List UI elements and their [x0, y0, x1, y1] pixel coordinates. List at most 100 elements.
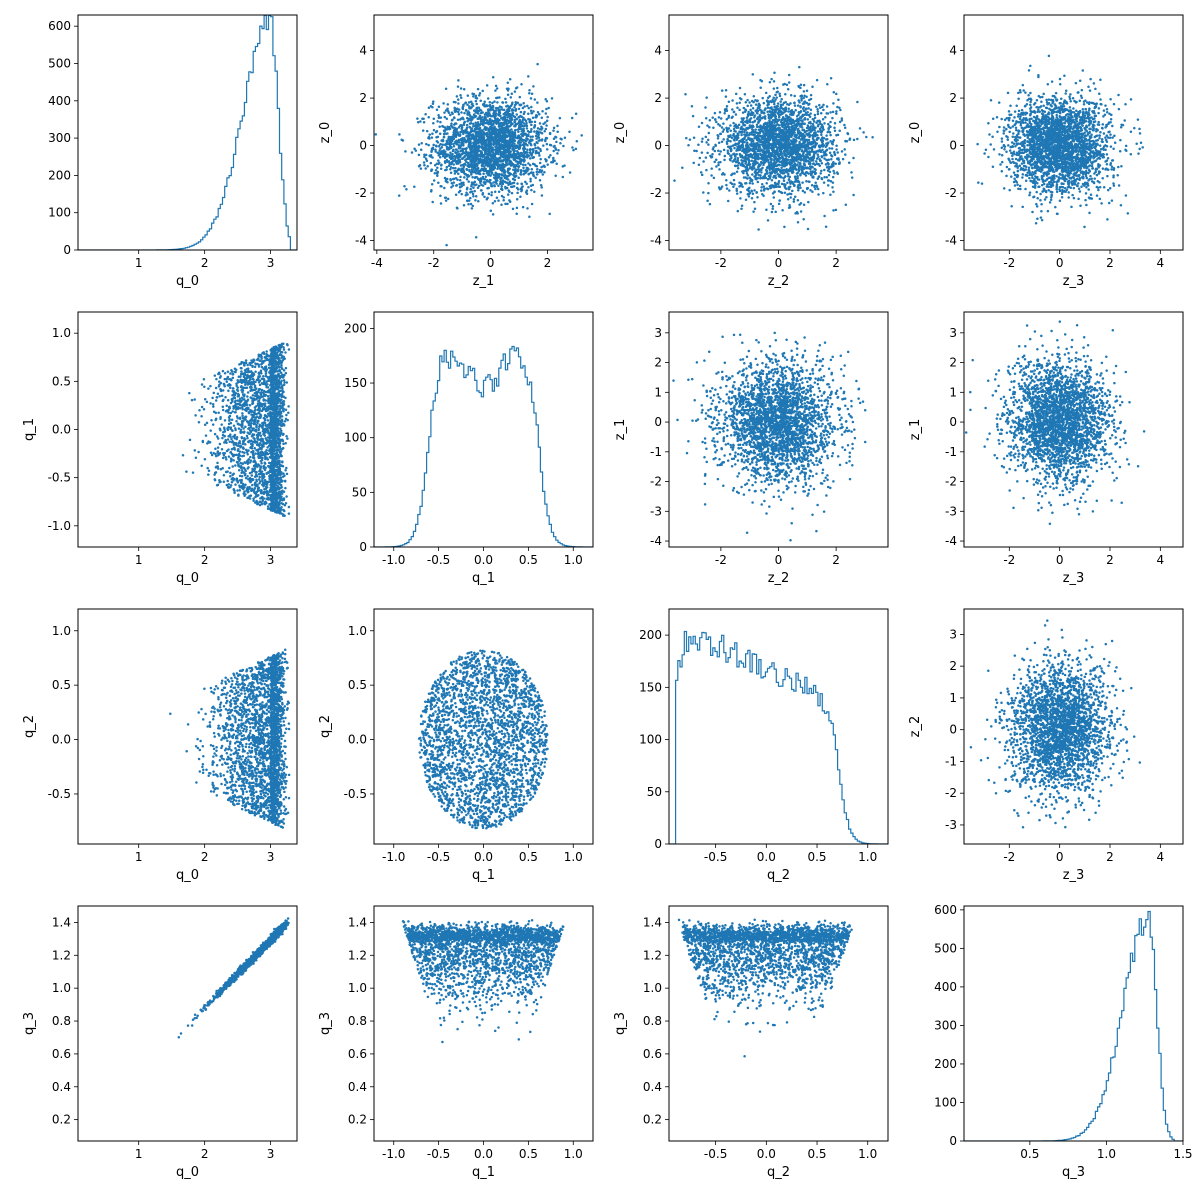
scatter-point [470, 185, 473, 188]
scatter-point [809, 134, 812, 137]
scatter-point [436, 172, 439, 175]
scatter-point [702, 160, 705, 163]
scatter-point [781, 119, 784, 122]
scatter-point [469, 197, 472, 200]
scatter-point [733, 130, 736, 133]
scatter-point [522, 169, 525, 172]
scatter-point [474, 128, 477, 131]
scatter-point [559, 117, 562, 120]
scatter-point [705, 117, 708, 120]
scatter-point [829, 140, 832, 143]
scatter-point [510, 155, 513, 158]
scatter-point [510, 128, 513, 131]
scatter-point [458, 134, 461, 137]
scatter-point [416, 117, 419, 120]
scatter-point [516, 155, 519, 158]
scatter-point [829, 193, 832, 196]
scatter-point [836, 151, 839, 154]
scatter-point [844, 153, 847, 156]
plot-area [673, 66, 874, 231]
scatter-point [773, 190, 776, 193]
scatter-point [521, 188, 524, 191]
scatter-point [715, 159, 718, 162]
scatter-point [466, 199, 469, 202]
scatter-point [526, 144, 529, 147]
scatter-point [716, 134, 719, 137]
scatter-point [807, 228, 810, 231]
scatter-point [825, 138, 828, 141]
scatter-point [449, 147, 452, 150]
scatter-point [515, 169, 518, 172]
scatter-point [516, 160, 519, 163]
scatter-point [563, 164, 566, 167]
scatter-point [419, 120, 422, 123]
scatter-point [746, 99, 749, 102]
scatter-point [465, 109, 468, 112]
scatter-point [511, 114, 514, 117]
scatter-point [501, 173, 504, 176]
scatter-point [496, 117, 499, 120]
scatter-point [707, 192, 710, 195]
scatter-point [515, 146, 518, 149]
scatter-point [541, 194, 544, 197]
scatter-point [530, 171, 533, 174]
scatter-point [531, 92, 534, 95]
scatter-point [534, 147, 537, 150]
scatter-point [746, 172, 749, 175]
scatter-point [835, 145, 838, 148]
scatter-point [701, 137, 704, 140]
scatter-point [568, 130, 571, 133]
scatter-point [526, 167, 529, 170]
scatter-point [426, 160, 429, 163]
scatter-point [445, 244, 448, 247]
scatter-point [464, 173, 467, 176]
scatter-point [431, 106, 434, 109]
scatter-point [709, 203, 712, 206]
scatter-point [495, 180, 498, 183]
scatter-point [516, 163, 519, 166]
scatter-point [517, 135, 520, 138]
scatter-point [479, 92, 482, 95]
scatter-point [469, 146, 472, 149]
scatter-point [692, 162, 695, 165]
scatter-point [446, 166, 449, 169]
scatter-point [514, 90, 517, 93]
scatter-point [802, 218, 805, 221]
scatter-point [760, 127, 763, 130]
scatter-point [782, 116, 785, 119]
scatter-point [720, 133, 723, 136]
scatter-point [774, 211, 777, 214]
scatter-point [773, 112, 776, 115]
scatter-point [580, 134, 583, 137]
scatter-point [748, 177, 751, 180]
scatter-point [719, 124, 722, 127]
scatter-point [440, 167, 443, 170]
scatter-point [770, 117, 773, 120]
scatter-point [445, 168, 448, 171]
scatter-point [548, 213, 551, 216]
scatter-point [478, 94, 481, 97]
scatter-point [538, 152, 541, 155]
scatter-point [824, 116, 827, 119]
scatter-point [472, 182, 475, 185]
scatter-point [539, 122, 542, 125]
scatter-point [817, 130, 820, 133]
scatter-point [825, 134, 828, 137]
scatter-point [772, 147, 775, 150]
scatter-point [531, 168, 534, 171]
scatter-point [503, 172, 506, 175]
scatter-point [744, 162, 747, 165]
scatter-point [418, 143, 421, 146]
scatter-point [502, 199, 505, 202]
scatter-point [514, 132, 517, 135]
scatter-point [728, 127, 731, 130]
scatter-point [539, 158, 542, 161]
scatter-point [484, 116, 487, 119]
scatter-point [750, 104, 753, 107]
scatter-point [715, 121, 718, 124]
scatter-point [745, 127, 748, 130]
scatter-point [821, 162, 824, 165]
y-tick-label: -2 [355, 186, 367, 200]
scatter-point [793, 131, 796, 134]
scatter-point [442, 102, 445, 105]
